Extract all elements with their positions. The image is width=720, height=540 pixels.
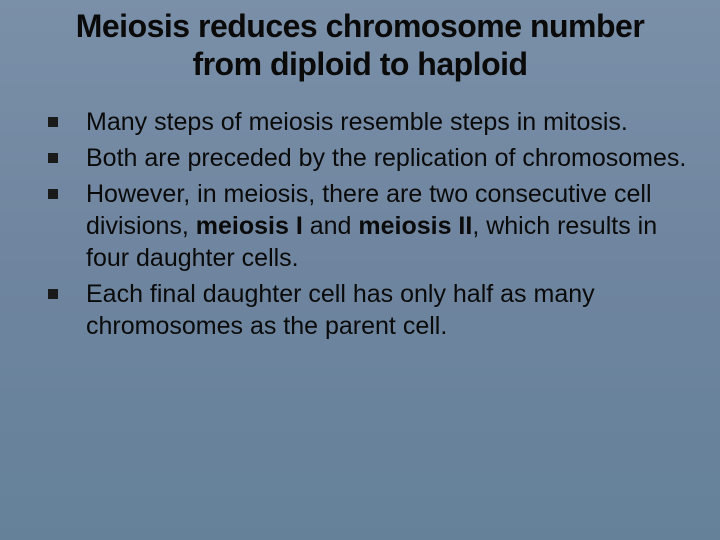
bullet-text: Each final daughter cell has only half a… bbox=[86, 280, 595, 340]
bullet-bold-term: meiosis II bbox=[358, 212, 472, 240]
list-item: Both are preceded by the replication of … bbox=[48, 142, 690, 174]
bullet-list: Many steps of meiosis resemble steps in … bbox=[30, 106, 690, 342]
list-item: Each final daughter cell has only half a… bbox=[48, 278, 690, 342]
bullet-text: Many steps of meiosis resemble steps in … bbox=[86, 108, 628, 136]
bullet-text: Both are preceded by the replication of … bbox=[86, 144, 686, 172]
slide-container: Meiosis reduces chromosome number from d… bbox=[0, 0, 720, 540]
list-item: Many steps of meiosis resemble steps in … bbox=[48, 106, 690, 138]
bullet-bold-term: meiosis I bbox=[196, 212, 303, 240]
bullet-text-mid: and bbox=[303, 212, 359, 240]
list-item: However, in meiosis, there are two conse… bbox=[48, 178, 690, 274]
slide-title: Meiosis reduces chromosome number from d… bbox=[30, 8, 690, 84]
